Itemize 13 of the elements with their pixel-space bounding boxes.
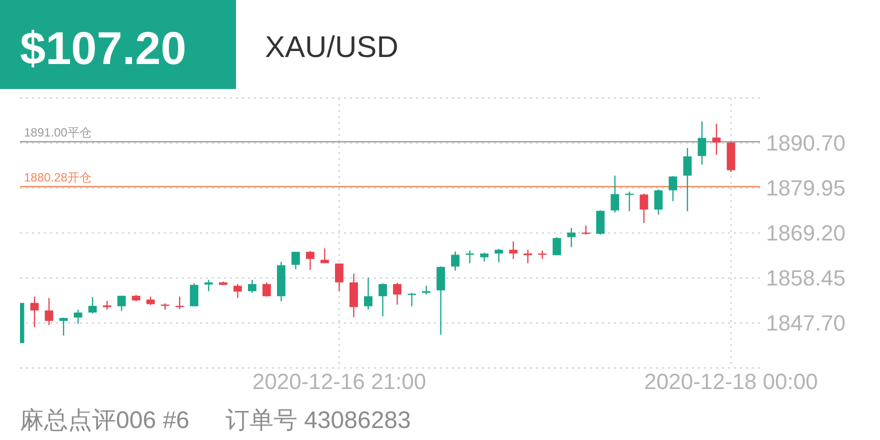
x-tick-label: 2020-12-16 21:00 (252, 369, 426, 394)
y-tick-label: 1879.95 (766, 176, 846, 200)
text: 订单号 43086283 (225, 407, 411, 434)
x-tick-label: 2020-12-18 00:00 (644, 369, 818, 394)
y-tick-label: 1869.20 (766, 220, 846, 246)
text: 麻总点评006 #6 (20, 407, 190, 434)
ref-line-label: 1880.28开仓 (24, 170, 92, 185)
y-tick-label: 1858.45 (766, 266, 846, 290)
y-tick-label: 1847.70 (766, 310, 846, 336)
chart-subtitle: XAU/USD (265, 31, 398, 64)
y-tick-label: 1890.70 (766, 130, 846, 156)
ref-line-label: 1891.00平仓 (24, 126, 92, 140)
chart-title: $107.20 (20, 22, 186, 74)
